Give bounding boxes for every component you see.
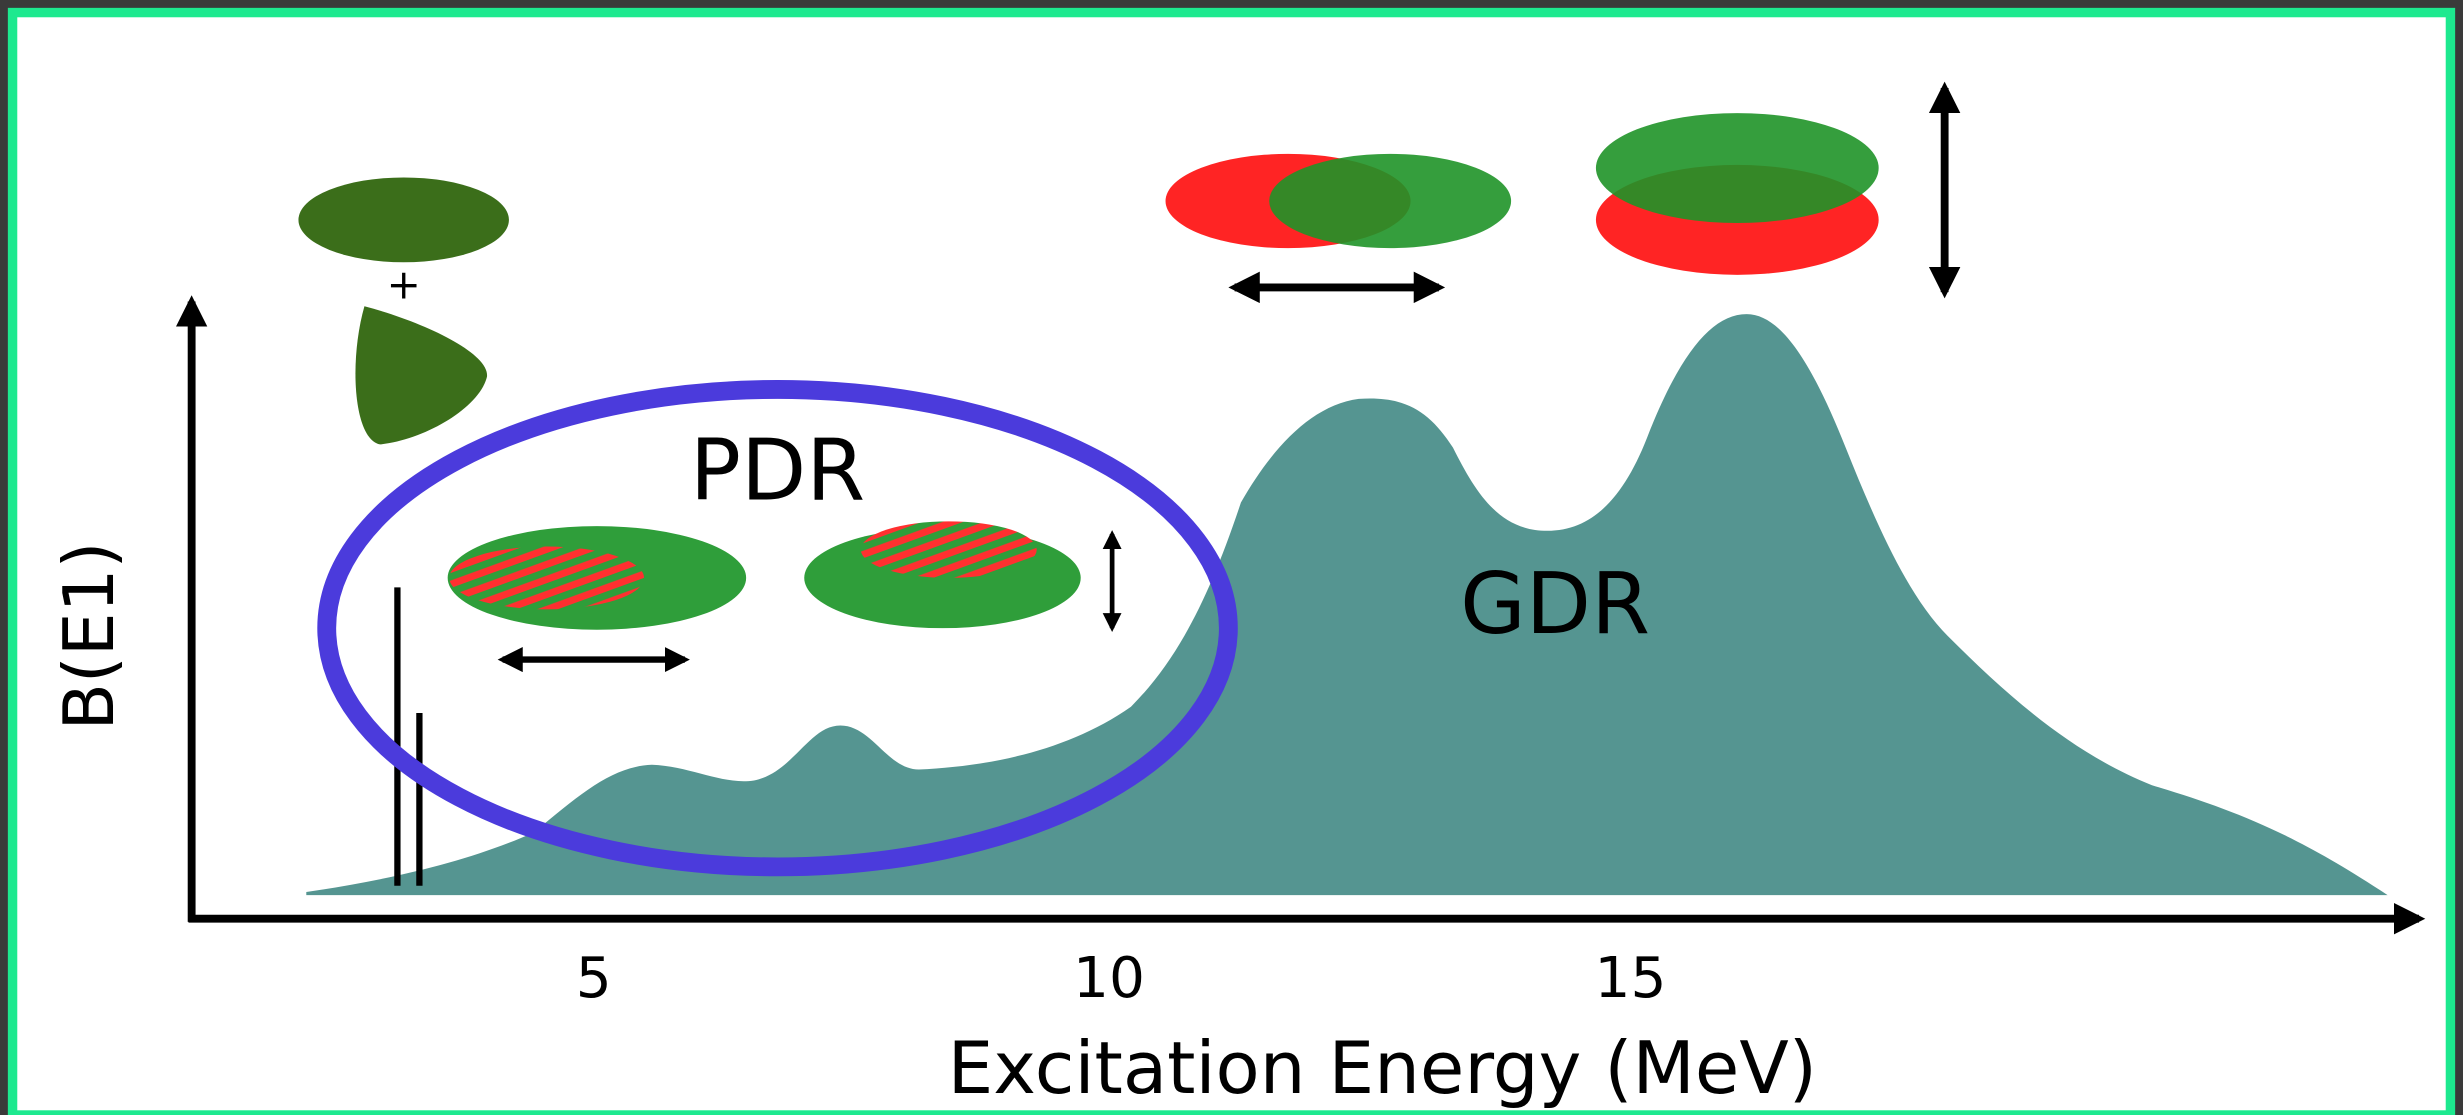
page-body: + PDR GDR B(E1) 5 10 15 Excitation Energ… [0, 0, 2463, 1115]
page: B(E1) schematic {"labels": {"pdr": "PDR"… [0, 0, 2463, 1115]
diagram: + PDR GDR B(E1) 5 10 15 Excitation Energ… [0, 0, 2463, 1115]
neutron-skin [861, 521, 1037, 578]
gdr-label: GDR [1460, 555, 1650, 654]
y-axis-label: B(E1) [50, 542, 130, 731]
x-tick-label: 15 [1595, 946, 1667, 1011]
x-axis-label: Excitation Energy (MeV) [948, 1027, 1817, 1111]
neutron-fluid [1596, 113, 1879, 223]
neutron-fluid [1269, 154, 1511, 248]
x-tick-label: 5 [576, 946, 612, 1011]
plus-sign: + [387, 260, 421, 308]
pdr-label: PDR [690, 421, 865, 520]
cluster-shape [298, 177, 508, 262]
neutron-skin [449, 547, 644, 610]
x-tick-label: 10 [1073, 946, 1145, 1011]
